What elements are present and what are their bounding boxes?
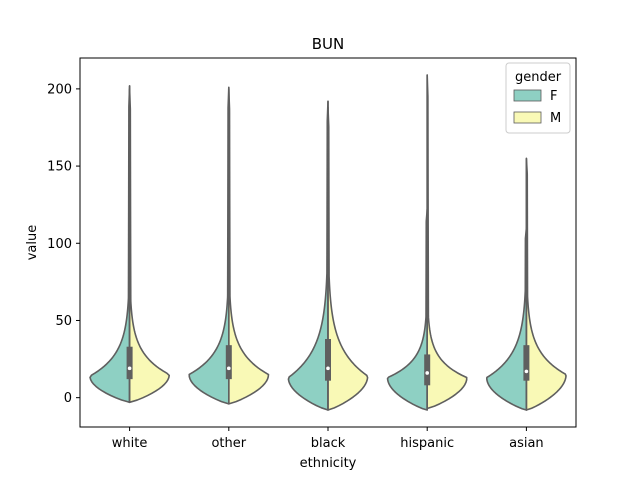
legend-title: gender [515,70,562,85]
median-dot-asian [524,369,529,374]
x-tick-label-hispanic: hispanic [400,436,454,451]
iqr-box-white [126,346,133,380]
x-tick-label-black: black [311,436,346,451]
violin-asian-f [485,227,528,411]
legend-swatch-m [513,111,542,124]
y-tick-label-100: 100 [47,237,72,252]
y-axis-label: value [25,225,40,261]
chart-title: BUN [312,35,345,53]
x-axis: white other black hispanic asian [112,427,544,451]
median-dot-hispanic [425,371,430,375]
iqr-box-asian [523,345,530,381]
iqr-box-hispanic [424,354,431,386]
x-tick-label-asian: asian [509,436,544,451]
violin-asian-m [525,157,567,411]
y-tick-label-0: 0 [64,391,72,406]
x-tick-label-white: white [112,436,148,451]
iqr-box-black [325,338,331,381]
y-tick-label-200: 200 [47,82,72,97]
violins-layer [89,74,567,411]
x-tick-label-other: other [211,436,246,451]
violin-hispanic-f [386,208,428,411]
legend: gender F M [505,62,571,134]
x-axis-label: ethnicity [300,456,357,471]
legend-label-f: F [550,89,557,104]
legend-label-m: M [550,111,561,126]
median-dot-white [127,366,132,371]
iqr-box-other [225,345,232,380]
y-tick-label-50: 50 [55,314,72,329]
y-axis: 0 50 100 150 200 [47,82,80,406]
y-tick-label-150: 150 [47,160,72,175]
median-dot-other [227,366,231,371]
median-dot-black [326,366,330,371]
legend-swatch-f [513,89,542,102]
